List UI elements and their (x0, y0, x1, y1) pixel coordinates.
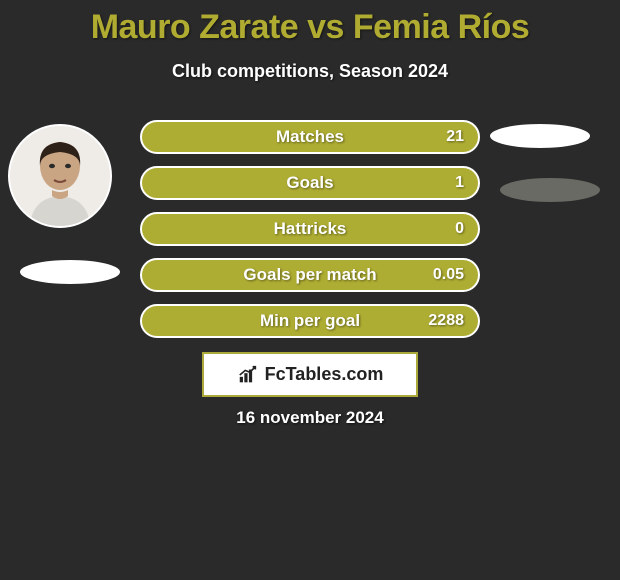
stat-row-min-per-goal: Min per goal 2288 (140, 304, 480, 338)
date-line: 16 november 2024 (0, 408, 620, 428)
stat-value: 2288 (428, 312, 464, 330)
stat-value: 0.05 (433, 266, 464, 284)
stat-value: 1 (455, 174, 464, 192)
comparison-subtitle: Club competitions, Season 2024 (0, 61, 620, 82)
chart-icon (237, 364, 259, 386)
stat-label: Min per goal (260, 311, 360, 331)
stat-label: Goals per match (243, 265, 376, 285)
stats-rows: Matches 21 Goals 1 Hattricks 0 Goals per… (140, 120, 480, 350)
brand-text: FcTables.com (265, 364, 384, 385)
stat-label: Goals (286, 173, 333, 193)
stat-row-goals-per-match: Goals per match 0.05 (140, 258, 480, 292)
avatar-placeholder-icon (10, 126, 110, 226)
player-left-avatar (8, 124, 112, 228)
player-left-name-pill (20, 260, 120, 284)
stat-row-hattricks: Hattricks 0 (140, 212, 480, 246)
stat-label: Matches (276, 127, 344, 147)
player-right-pill-1 (490, 124, 590, 148)
stat-value: 0 (455, 220, 464, 238)
stat-value: 21 (446, 128, 464, 146)
brand-box: FcTables.com (202, 352, 418, 397)
stat-row-matches: Matches 21 (140, 120, 480, 154)
stat-row-goals: Goals 1 (140, 166, 480, 200)
comparison-title: Mauro Zarate vs Femia Ríos (0, 0, 620, 47)
stat-label: Hattricks (274, 219, 347, 239)
player-right-pill-2 (500, 178, 600, 202)
